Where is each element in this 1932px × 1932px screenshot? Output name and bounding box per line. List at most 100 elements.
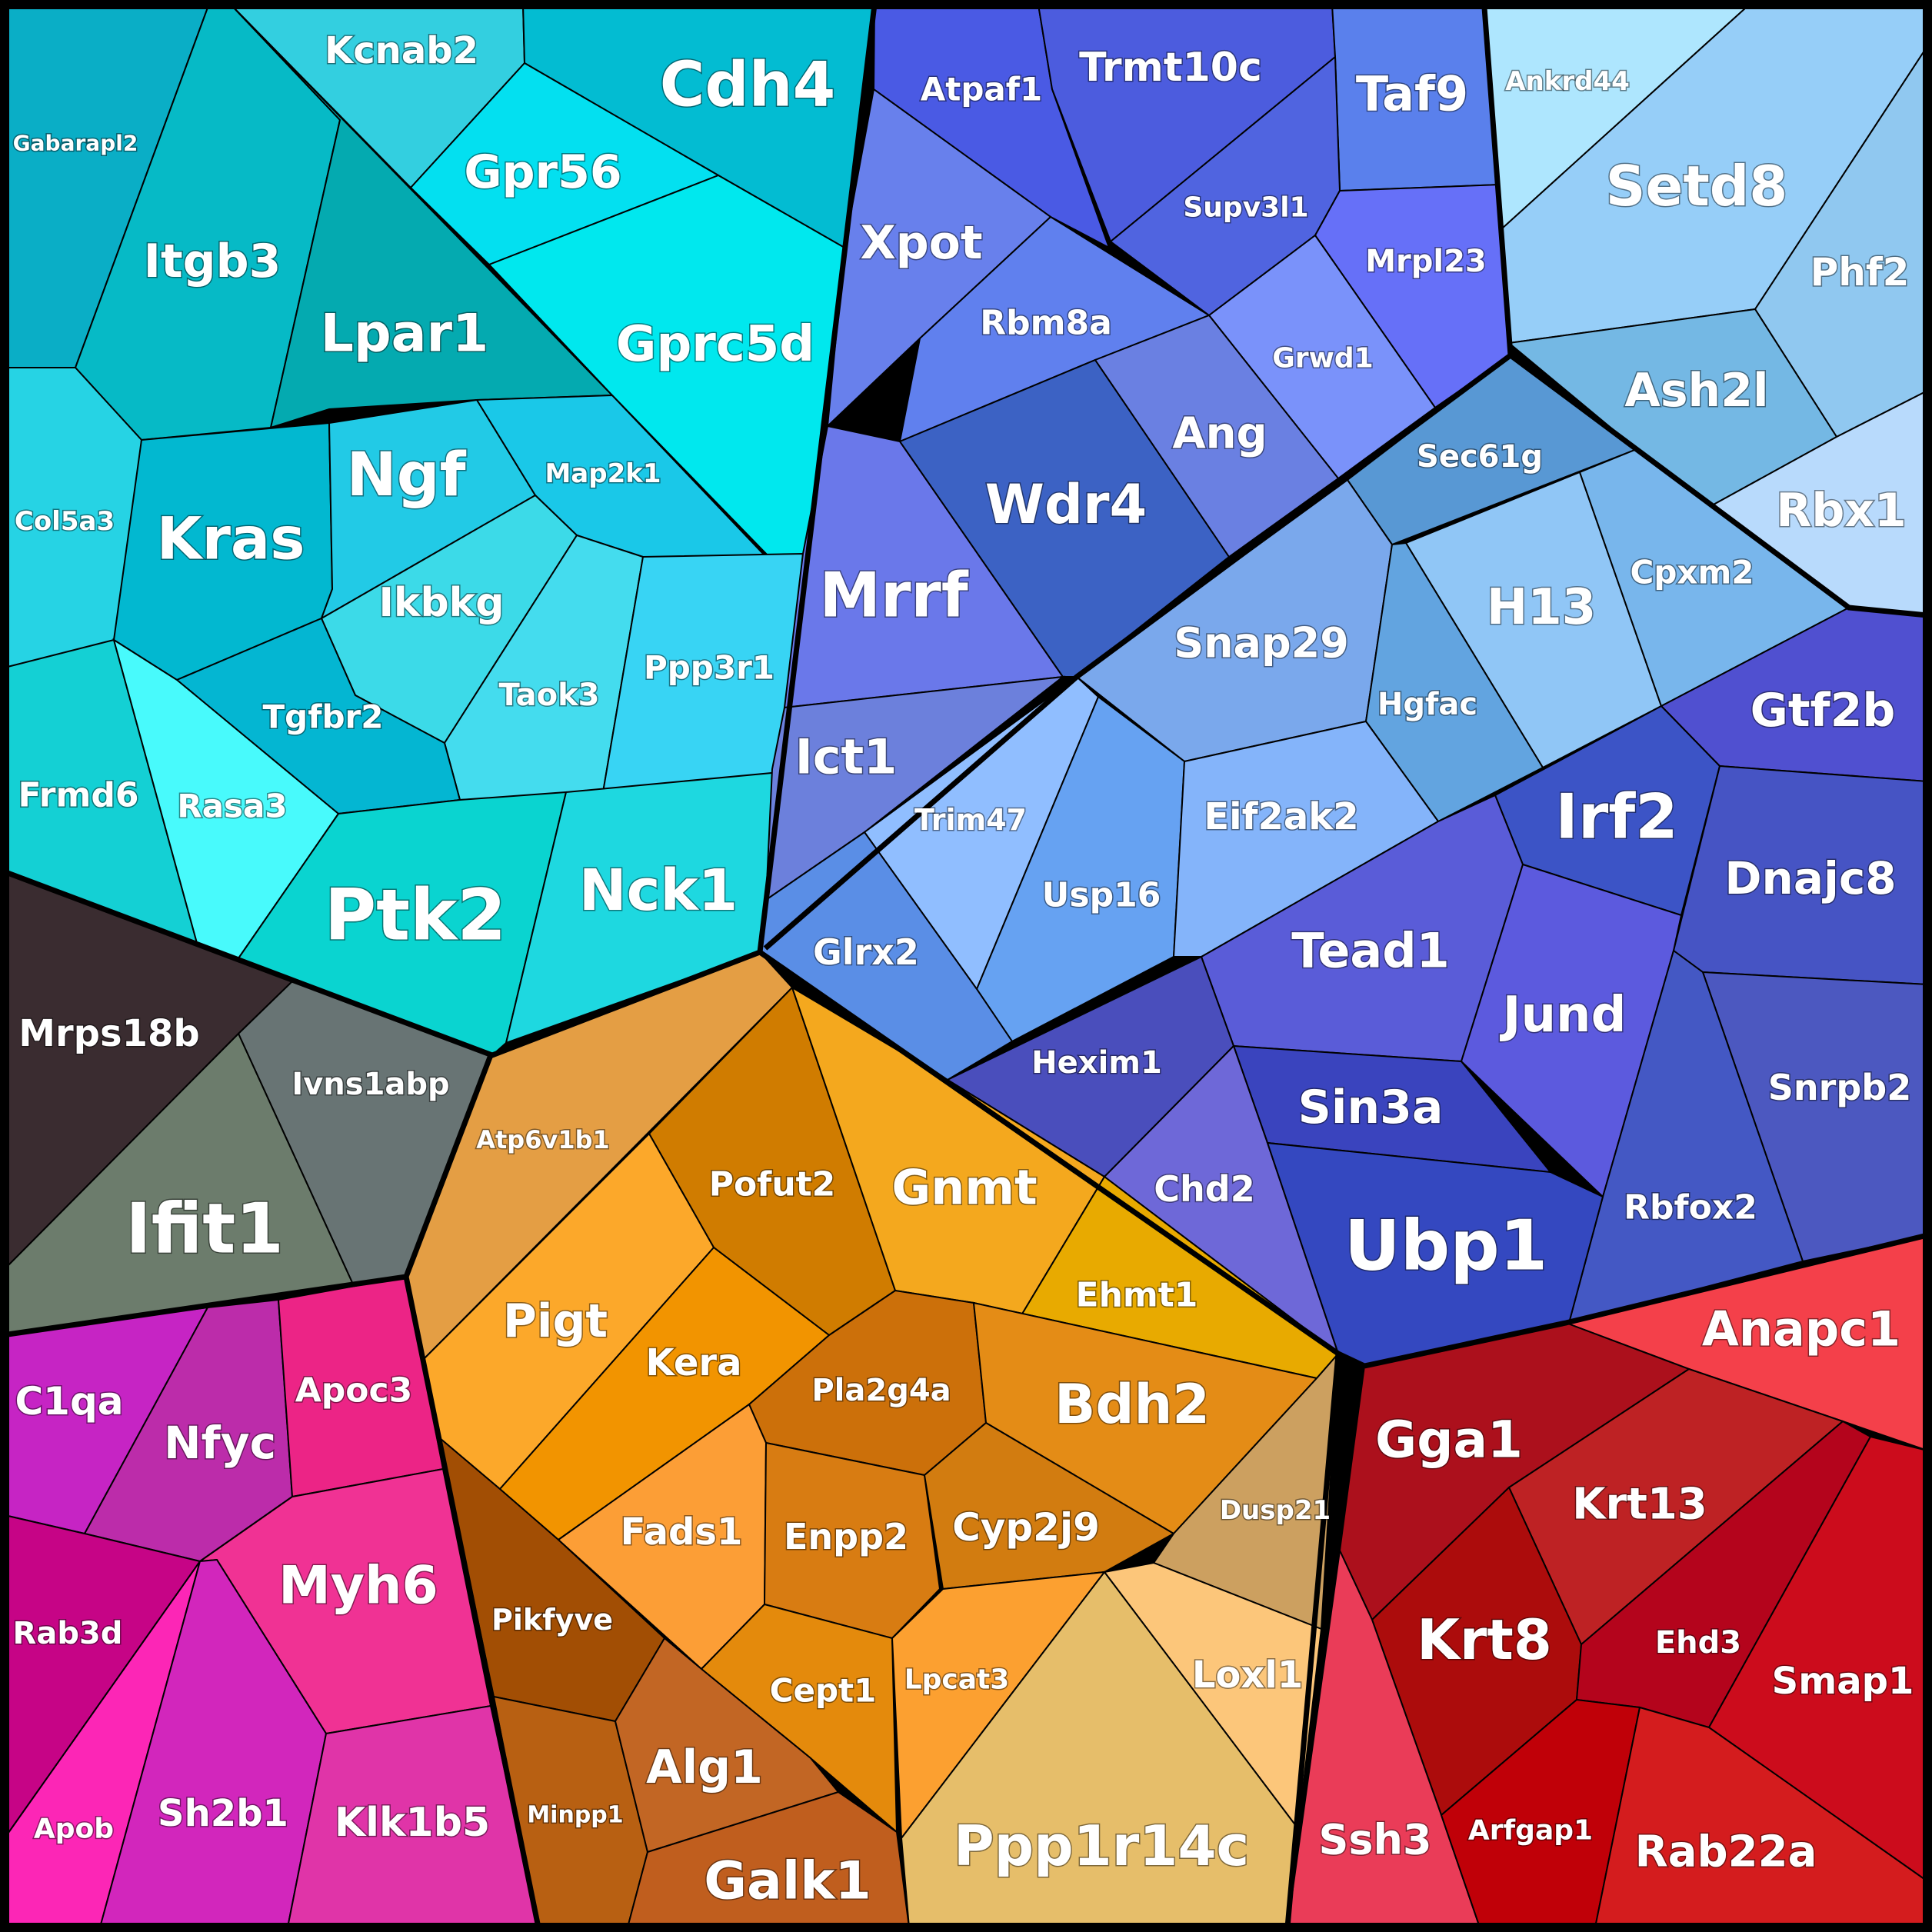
- cell-label-rab3d: Rab3d: [13, 1616, 123, 1651]
- cell-label-pla2g4a: Pla2g4a: [811, 1373, 951, 1408]
- cell-label-anapc1: Anapc1: [1702, 1301, 1900, 1357]
- cell-label-ppp1r14c: Ppp1r14c: [954, 1814, 1249, 1878]
- cell-label-tgfbr2: Tgfbr2: [263, 698, 384, 736]
- border-red-group: [1364, 1232, 1928, 1369]
- cell-enpp2: [763, 1441, 941, 1640]
- cell-label-supv3l1: Supv3l1: [1183, 192, 1308, 224]
- cell-label-bdh2: Bdh2: [1054, 1373, 1210, 1436]
- cell-label-mrps18b: Mrps18b: [18, 1012, 200, 1055]
- cell-label-cept1: Cept1: [770, 1672, 877, 1710]
- cell-label-minpp1: Minpp1: [527, 1802, 623, 1829]
- cell-ang: [1094, 314, 1340, 558]
- cell-label-gabarapl2: Gabarapl2: [13, 131, 138, 156]
- cell-label-eif2ak2: Eif2ak2: [1204, 795, 1358, 838]
- cell-label-cpxm2: Cpxm2: [1631, 554, 1754, 591]
- cell-label-phf2: Phf2: [1810, 250, 1910, 295]
- cell-label-dusp21: Dusp21: [1220, 1495, 1331, 1526]
- cell-label-irf2: Irf2: [1555, 781, 1678, 853]
- cell-wdr4: [898, 358, 1231, 678]
- cell-label-setd8: Setd8: [1606, 154, 1788, 218]
- cell-label-ash2l: Ash2l: [1624, 364, 1768, 418]
- cell-label-lpar1: Lpar1: [321, 304, 489, 365]
- cell-label-ngf: Ngf: [346, 441, 466, 510]
- cell-label-rbm8a: Rbm8a: [980, 304, 1112, 343]
- cell-label-myh6: Myh6: [278, 1556, 438, 1617]
- cell-label-cdh4: Cdh4: [660, 49, 836, 121]
- cell-label-ehd3: Ehd3: [1655, 1625, 1741, 1661]
- cell-label-h13: H13: [1487, 579, 1597, 636]
- cell-label-cyp2j9: Cyp2j9: [952, 1505, 1100, 1550]
- cell-label-dnajc8: Dnajc8: [1724, 852, 1896, 904]
- cell-label-krt8: Krt8: [1417, 1607, 1552, 1672]
- cell-label-fads1: Fads1: [621, 1511, 743, 1554]
- cell-label-snap29: Snap29: [1174, 619, 1349, 668]
- cell-label-rasa3: Rasa3: [177, 788, 287, 825]
- cell-label-ubp1: Ubp1: [1344, 1206, 1548, 1287]
- cell-label-taf9: Taf9: [1356, 66, 1468, 122]
- cell-label-glrx2: Glrx2: [813, 931, 919, 973]
- border-red-corner: [1337, 1351, 1366, 1369]
- cell-label-map2k1: Map2k1: [545, 458, 661, 489]
- cell-label-itgb3: Itgb3: [144, 235, 281, 288]
- cell-label-snrpb2: Snrpb2: [1768, 1067, 1911, 1108]
- cell-label-c1qa: C1qa: [15, 1379, 123, 1424]
- treemap-cells: [3, 3, 1928, 1928]
- cell-label-gprc5d: Gprc5d: [616, 316, 814, 373]
- cell-label-kras: Kras: [157, 505, 305, 573]
- cell-label-jund: Jund: [1500, 987, 1627, 1044]
- cell-label-alg1: Alg1: [646, 1740, 763, 1794]
- cell-label-ict1: Ict1: [795, 729, 898, 785]
- cell-label-nfyc: Nfyc: [164, 1417, 276, 1469]
- cell-label-ivns1abp: Ivns1abp: [291, 1067, 449, 1102]
- cell-label-kcnab2: Kcnab2: [325, 29, 478, 72]
- cell-label-usp16: Usp16: [1042, 876, 1161, 915]
- cell-label-ptk2: Ptk2: [325, 874, 507, 957]
- cell-label-rbfox2: Rbfox2: [1624, 1188, 1757, 1227]
- cell-label-sin3a: Sin3a: [1298, 1081, 1444, 1134]
- cell-label-kera: Kera: [646, 1341, 742, 1384]
- border-magenta-orange: [403, 1276, 541, 1928]
- cell-label-ikbkg: Ikbkg: [379, 580, 505, 626]
- cell-label-ehmt1: Ehmt1: [1076, 1276, 1198, 1315]
- cell-label-ifit1: Ifit1: [125, 1189, 284, 1270]
- cell-label-gnmt: Gnmt: [891, 1160, 1037, 1216]
- cell-galk1: [626, 1790, 911, 1928]
- cell-label-xpot: Xpot: [860, 216, 982, 270]
- cell-label-apoc3: Apoc3: [295, 1371, 412, 1411]
- cell-label-ankrd44: Ankrd44: [1505, 66, 1630, 97]
- cell-label-lpcat3: Lpcat3: [904, 1664, 1010, 1696]
- cell-label-rab22a: Rab22a: [1635, 1827, 1817, 1877]
- cell-label-chd2: Chd2: [1154, 1168, 1254, 1210]
- cell-label-klk1b5: Klk1b5: [335, 1800, 490, 1846]
- cell-label-rbx1: Rbx1: [1776, 484, 1907, 538]
- cell-label-gtf2b: Gtf2b: [1750, 684, 1896, 738]
- cell-label-trim47: Trim47: [914, 803, 1027, 837]
- cell-label-sec61g: Sec61g: [1417, 439, 1543, 475]
- cell-label-arfgap1: Arfgap1: [1468, 1815, 1593, 1847]
- cell-label-gga1: Gga1: [1375, 1411, 1523, 1470]
- cell-label-ssh3: Ssh3: [1318, 1816, 1431, 1864]
- cell-hgfac: [1364, 541, 1544, 823]
- cell-label-mrrf: Mrrf: [819, 560, 969, 631]
- cell-label-frmd6: Frmd6: [18, 776, 139, 815]
- cell-label-pigt: Pigt: [503, 1294, 608, 1348]
- border-blue-split: [763, 353, 1513, 951]
- cell-label-ppp3r1: Ppp3r1: [644, 649, 774, 687]
- cell-label-taok3: Taok3: [498, 678, 599, 713]
- cell-label-hexim1: Hexim1: [1031, 1045, 1162, 1081]
- cell-label-enpp2: Enpp2: [784, 1516, 908, 1557]
- cell-label-wdr4: Wdr4: [985, 473, 1148, 536]
- cell-label-pikfyve: Pikfyve: [491, 1603, 613, 1637]
- cell-label-loxl1: Loxl1: [1192, 1654, 1303, 1697]
- cell-label-pofut2: Pofut2: [709, 1165, 836, 1204]
- cell-label-apob: Apob: [34, 1814, 114, 1845]
- cell-cyp2j9: [923, 1421, 1176, 1591]
- cell-label-tead1: Tead1: [1291, 923, 1449, 979]
- cell-label-gpr56: Gpr56: [464, 145, 621, 199]
- border-lightblue-group: [1481, 7, 1928, 618]
- border-cyan-group: [6, 4, 878, 1058]
- cell-label-galk1: Galk1: [704, 1851, 871, 1912]
